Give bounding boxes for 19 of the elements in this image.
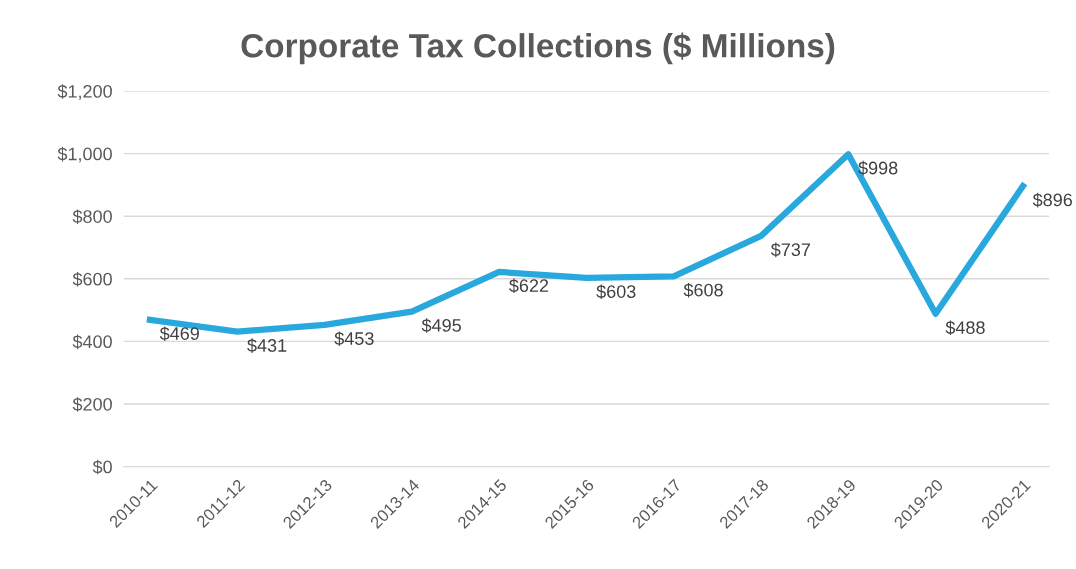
data-label: $622 [509, 278, 549, 294]
data-label: $603 [596, 284, 636, 300]
y-tick-label: $200 [72, 397, 112, 412]
data-label: $896 [1032, 192, 1073, 208]
data-label: $431 [247, 338, 287, 353]
data-label: $737 [770, 242, 810, 258]
data-label: $469 [159, 326, 199, 342]
chart-title: Corporate Tax Collections ($ Millions) [241, 32, 835, 65]
y-tick-label: $1,200 [57, 84, 112, 100]
data-label: $998 [858, 160, 898, 176]
y-tick-label: $400 [72, 334, 112, 350]
y-tick-label: $1,000 [57, 146, 112, 163]
data-label: $495 [421, 318, 461, 333]
y-tick-label: $800 [72, 209, 112, 225]
y-tick-label: $600 [72, 271, 112, 287]
data-label: $488 [945, 320, 985, 336]
data-label: $453 [334, 331, 374, 347]
y-tick-label: $0 [92, 459, 112, 475]
data-label: $608 [683, 282, 723, 298]
